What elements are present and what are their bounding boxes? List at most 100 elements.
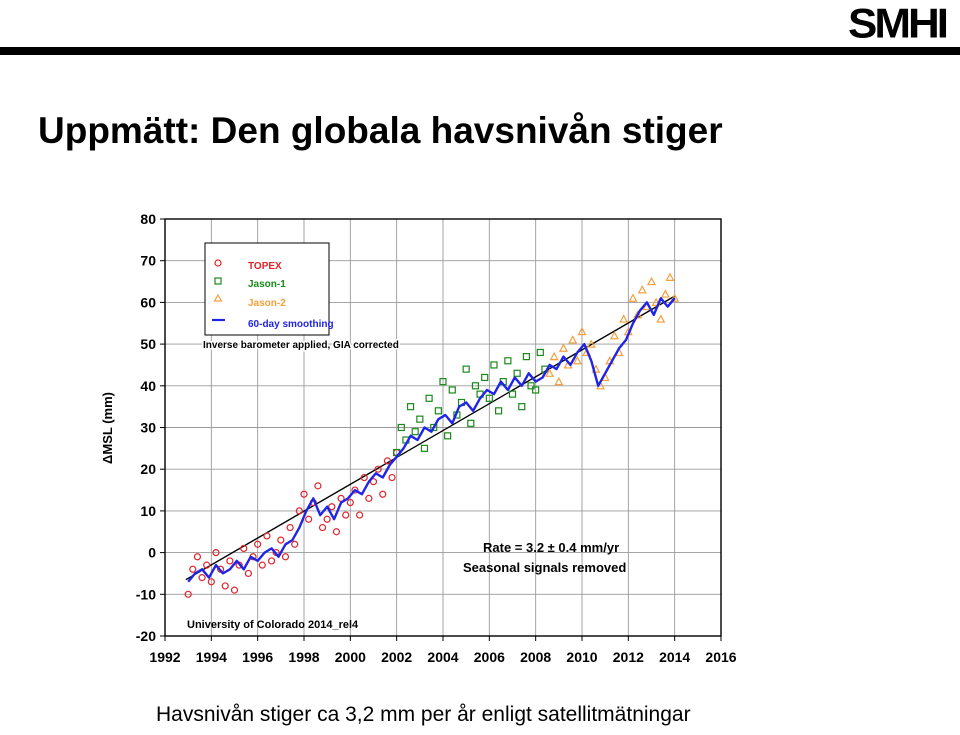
jason1-point xyxy=(397,423,405,432)
jason2-point xyxy=(660,289,670,298)
topex-point xyxy=(305,515,313,523)
jason1-point xyxy=(481,373,489,382)
topex-point xyxy=(244,569,252,578)
topex-point xyxy=(300,490,308,498)
y-tick-label: 60 xyxy=(140,294,156,310)
topex-point xyxy=(189,565,197,573)
topex-point xyxy=(207,578,215,586)
y-tick-label: 30 xyxy=(140,420,156,436)
y-tick-label: 50 xyxy=(140,336,156,352)
smhi-logo: SMHI xyxy=(848,0,949,47)
rate-annotation: Rate = 3.2 ± 0.4 mm/yr xyxy=(483,540,619,555)
topex-point xyxy=(383,457,391,465)
jason1-point xyxy=(439,378,447,386)
jason1-point xyxy=(513,369,521,377)
topex-point xyxy=(369,478,378,486)
x-tick-label: 2006 xyxy=(474,649,505,665)
y-axis-label: ΔMSL (mm) xyxy=(100,392,115,464)
jason1-point xyxy=(411,428,419,436)
axes: 1992 1994 1996 1998 2000 2002 2004 2006 2008 2010… xyxy=(136,211,737,665)
jason2-point xyxy=(665,272,675,281)
x-tick-label: 1994 xyxy=(196,649,227,665)
x-tick-label: 2016 xyxy=(705,649,736,665)
jason2-point xyxy=(637,285,647,294)
topex-point xyxy=(212,549,220,557)
jason1-point xyxy=(536,348,544,357)
jason1-point xyxy=(467,419,475,427)
legend-box xyxy=(204,242,330,336)
x-tick-label: 1996 xyxy=(242,649,273,665)
jason2-point xyxy=(656,314,666,323)
x-tick-label: 1992 xyxy=(149,649,180,665)
jason1-point xyxy=(462,365,470,373)
jason2-point xyxy=(633,310,643,319)
y-tick-label: 80 xyxy=(140,211,156,227)
jason1-point xyxy=(434,407,442,415)
x-tick-label: 2000 xyxy=(335,649,366,665)
topex-point xyxy=(365,494,373,502)
jason1-point xyxy=(495,407,503,415)
legend-jason1-marker xyxy=(214,277,222,285)
jason2-point xyxy=(628,293,638,302)
topex-point xyxy=(277,536,285,544)
jason1-point xyxy=(522,353,530,361)
y-tick-label: -20 xyxy=(136,628,156,644)
x-tick-label: 2004 xyxy=(427,649,458,665)
jason1-point xyxy=(527,382,535,390)
topex-point xyxy=(351,486,359,494)
legend-topex-marker xyxy=(214,259,222,267)
x-tick-label: 2010 xyxy=(566,649,597,665)
topex-point xyxy=(263,532,271,540)
jason1-point xyxy=(420,444,429,452)
topex-point xyxy=(184,590,192,598)
topex-point xyxy=(221,582,229,590)
x-tick-label: 2012 xyxy=(613,649,644,665)
trend-line xyxy=(185,295,676,581)
jason2-point xyxy=(619,314,629,323)
topex-point xyxy=(291,540,299,548)
y-tick-label: 0 xyxy=(148,545,156,561)
topex-point xyxy=(374,465,382,473)
trend-layer xyxy=(185,295,676,581)
legend-smoothing-label: 60-day smoothing xyxy=(248,319,334,330)
slide-title: Uppmätt: Den globala havsnivån stiger xyxy=(38,110,723,151)
jason1-point xyxy=(532,386,540,394)
jason1-point xyxy=(448,386,456,394)
y-tick-label: 40 xyxy=(140,378,156,394)
y-tick-label: 10 xyxy=(140,503,156,519)
plot-frame xyxy=(164,218,722,637)
jason1-point xyxy=(485,394,493,402)
jason1-point xyxy=(518,403,526,411)
jason2-point xyxy=(545,368,555,377)
topex-point xyxy=(281,553,290,561)
x-tick-label: 2008 xyxy=(520,649,551,665)
jason1-point xyxy=(508,390,517,398)
jason1-point xyxy=(416,415,424,423)
x-tick-label: 2002 xyxy=(381,649,412,665)
topex-point xyxy=(360,473,368,482)
topex-point xyxy=(328,503,336,511)
topex-point xyxy=(267,557,276,565)
jason2-point xyxy=(572,356,582,365)
jason1-point xyxy=(490,361,498,369)
jason2-point xyxy=(549,351,559,361)
jason2-point xyxy=(586,339,596,348)
x-tick-label: 2014 xyxy=(659,649,690,665)
legend-jason2-marker xyxy=(213,293,223,302)
topex-point xyxy=(203,561,211,569)
jason1-point xyxy=(504,357,512,365)
slide-caption: Havsnivån stiger ca 3,2 mm per år enligt… xyxy=(156,703,691,726)
legend-jason2-label: Jason-2 xyxy=(248,298,286,309)
topex-point xyxy=(198,574,206,582)
topex-point xyxy=(323,515,331,523)
jason2-point xyxy=(558,343,568,352)
topex-point xyxy=(226,557,234,565)
topex-point xyxy=(318,523,327,532)
topex-point xyxy=(379,490,387,498)
topex-point xyxy=(240,544,248,553)
jason2-point xyxy=(646,276,657,286)
topex-point xyxy=(332,528,341,536)
topex-point xyxy=(356,511,364,519)
smoothing-line xyxy=(187,297,676,583)
topex-point xyxy=(295,507,303,515)
